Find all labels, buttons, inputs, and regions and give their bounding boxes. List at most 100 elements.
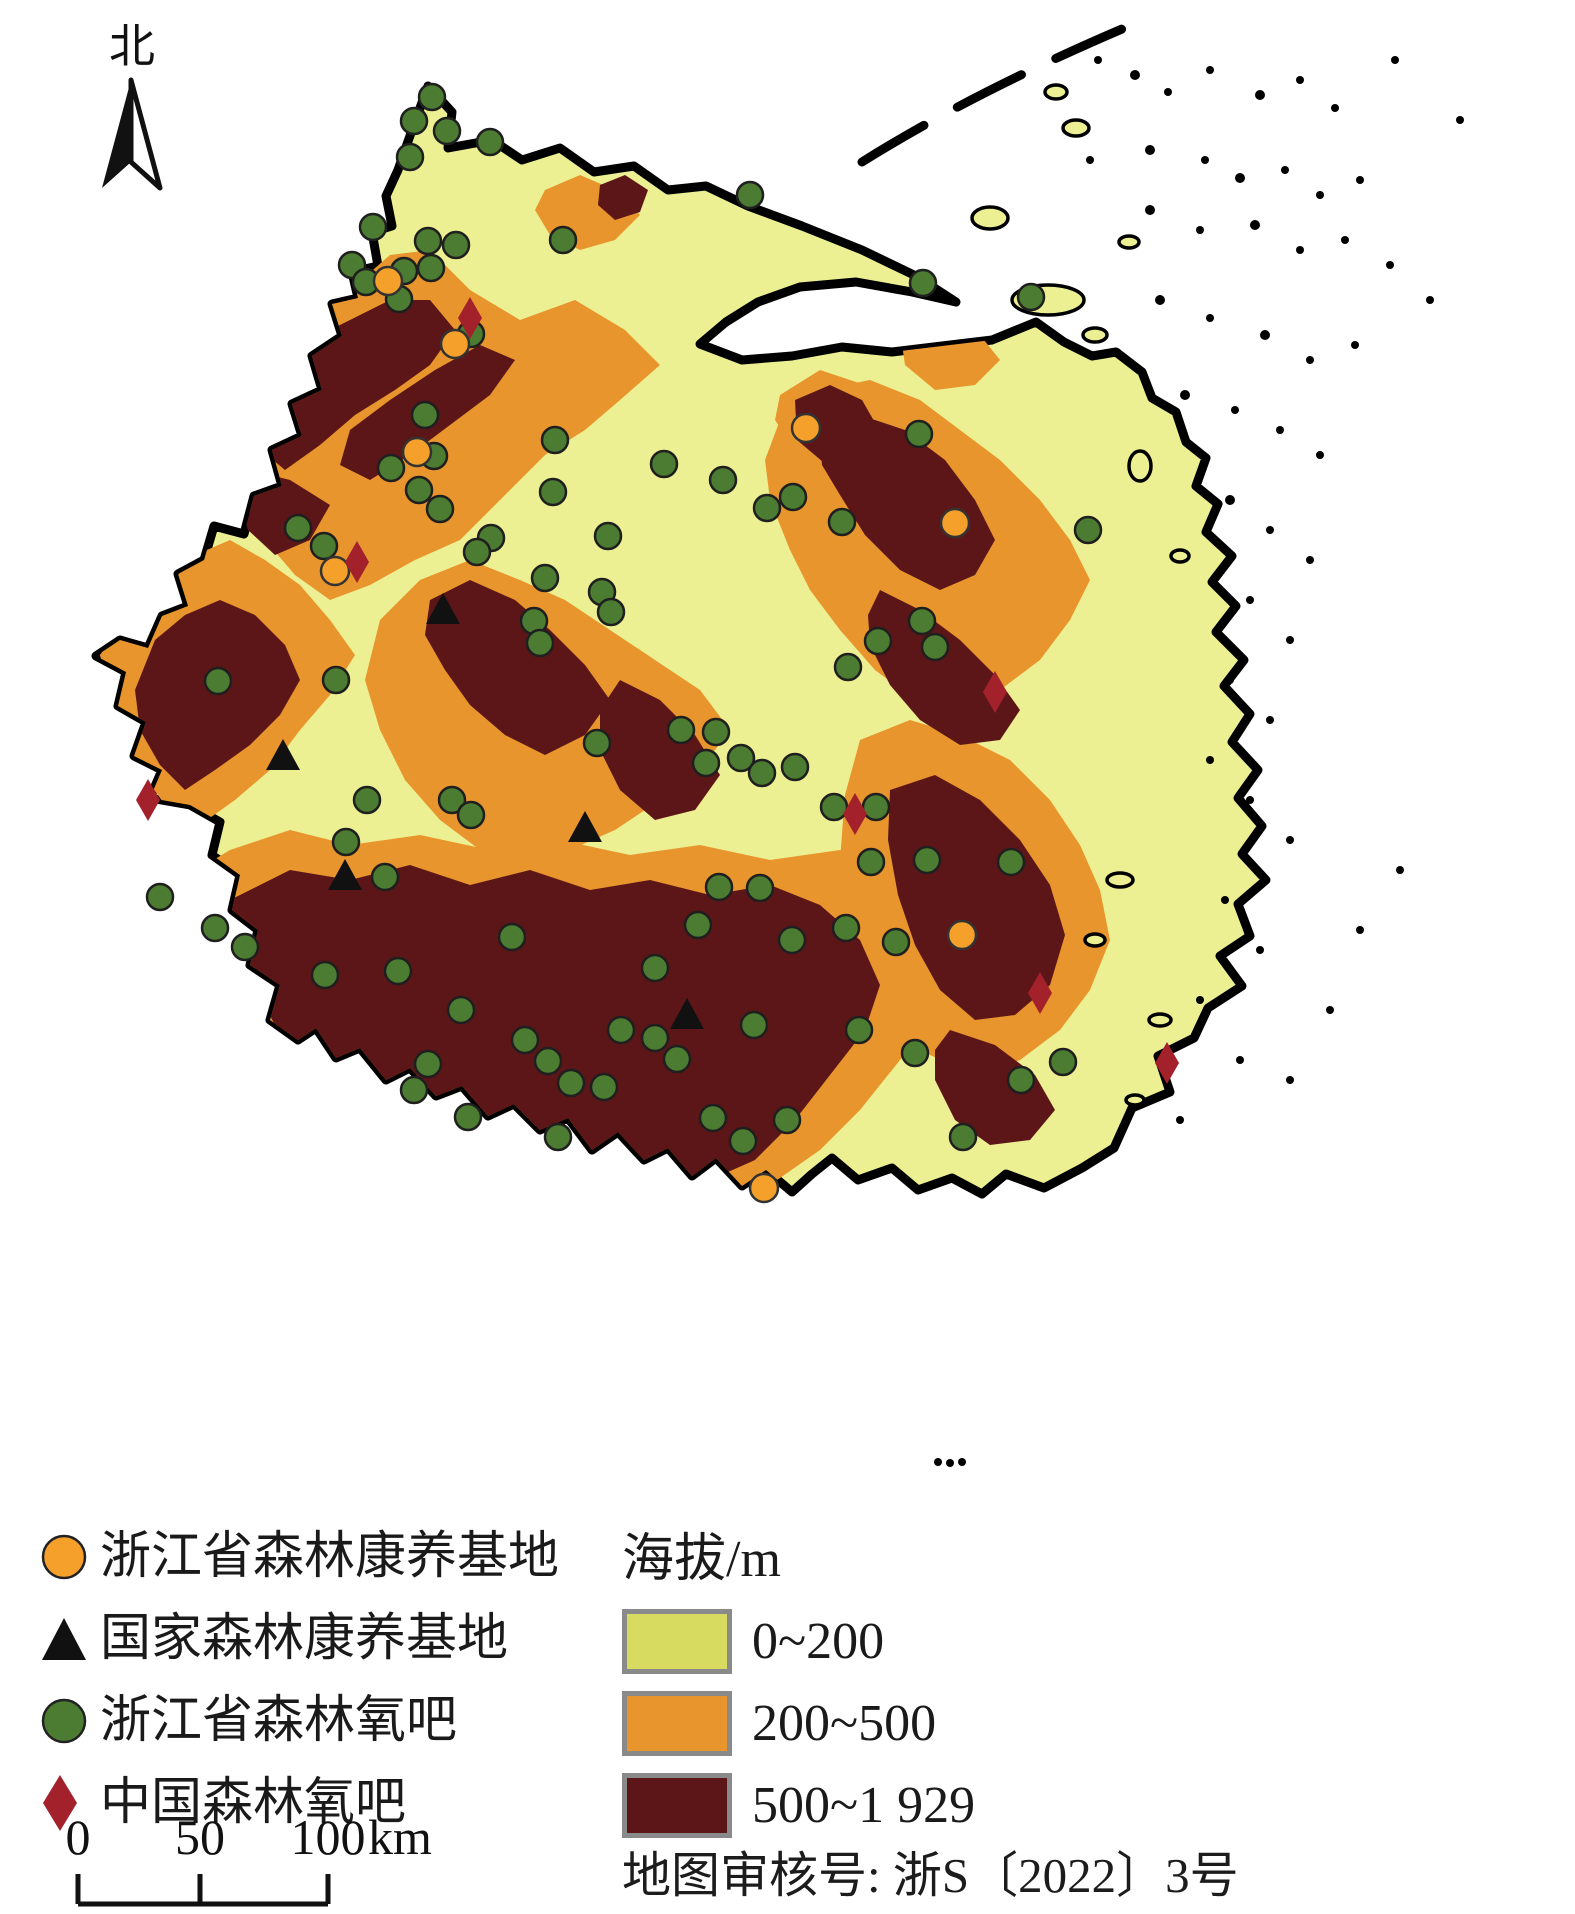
- island: [1127, 449, 1153, 483]
- islet: [1266, 716, 1274, 724]
- marker-provincial-oxygen-bar: [900, 1038, 930, 1068]
- marker-provincial-oxygen-bar: [752, 493, 782, 523]
- islet: [1164, 88, 1172, 96]
- marker-provincial-oxygen-bar: [410, 400, 440, 430]
- marker-provincial-oxygen-bar: [1048, 1047, 1078, 1077]
- dashed-sea-boundary: [857, 13, 1153, 167]
- scale-bar: 0 50 100 km: [38, 1808, 508, 1914]
- islet: [1351, 341, 1359, 349]
- legend-item-label: 中国森林氧吧: [100, 1774, 407, 1831]
- scale-tick-50: 50: [175, 1809, 225, 1865]
- marker-provincial-oxygen-bar: [819, 792, 849, 822]
- elevation-class-row: 200~500: [622, 1691, 975, 1756]
- marker-provincial-oxygen-bar: [376, 453, 406, 483]
- island: [1147, 1012, 1173, 1028]
- marker-provincial-oxygen-bar: [912, 845, 942, 875]
- north-label: 北: [109, 21, 155, 72]
- islet: [1356, 176, 1364, 184]
- islet: [1201, 156, 1209, 164]
- marker-provincial-oxygen-bar: [441, 230, 471, 260]
- islet: [1260, 330, 1270, 340]
- north-arrow-right-half: [128, 77, 163, 191]
- elevation-class-row: 500~1 929: [622, 1773, 975, 1838]
- green-circle-icon: [40, 1697, 100, 1745]
- islet: [946, 1459, 954, 1467]
- marker-provincial-oxygen-bar: [200, 913, 230, 943]
- zhejiang-elevation-map: 北: [91, 13, 1464, 1467]
- islet: [1155, 295, 1165, 305]
- red-diamond-icon: [40, 1773, 100, 1833]
- marker-provincial-oxygen-bar: [683, 910, 713, 940]
- legend-item-china-oxygen-bar: 中国森林氧吧: [40, 1762, 559, 1844]
- marker-provincial-oxygen-bar: [540, 425, 570, 455]
- islet: [1276, 426, 1284, 434]
- marker-provincial-oxygen-bar: [399, 1075, 429, 1105]
- marker-provincial-oxygen-bar: [203, 666, 233, 696]
- marker-provincial-oxygen-bar: [456, 800, 486, 830]
- marker-provincial-oxygen-bar: [399, 106, 429, 136]
- island: [1061, 118, 1091, 138]
- islet: [934, 1458, 942, 1466]
- map-approval-number: 地图审核号: 浙S〔2022〕3号: [622, 1848, 1239, 1903]
- marker-provincial-oxygen-bar: [462, 537, 492, 567]
- orange-circle-icon: [40, 1533, 100, 1581]
- marker-provincial-oxygen-bar: [726, 743, 756, 773]
- islet: [1086, 156, 1094, 164]
- marker-provincial-oxygen-bar: [948, 1122, 978, 1152]
- islet: [1235, 173, 1245, 183]
- island: [1105, 871, 1135, 889]
- islet: [1296, 76, 1304, 84]
- islet: [1145, 145, 1155, 155]
- marker-provincial-oxygen-bar: [453, 1102, 483, 1132]
- islet: [1426, 296, 1434, 304]
- marker-provincial-wellness-base: [401, 436, 433, 468]
- marker-provincial-oxygen-bar: [739, 1010, 769, 1040]
- marker-provincial-oxygen-bar: [745, 873, 775, 903]
- north-arrow-left-half: [102, 80, 131, 188]
- marker-provincial-oxygen-bar: [1073, 515, 1103, 545]
- islet: [1396, 866, 1404, 874]
- marker-provincial-oxygen-bar: [593, 521, 623, 551]
- marker-provincial-oxygen-bar: [145, 882, 175, 912]
- marker-national-wellness-base: [426, 593, 460, 624]
- legend-item-national-wellness-base: 国家森林康养基地: [40, 1598, 559, 1680]
- elevation-class-row: 0~200: [622, 1609, 975, 1674]
- elevation-legend-title: 海拔/m: [622, 1531, 781, 1588]
- marker-provincial-oxygen-bar: [404, 475, 434, 505]
- island: [1124, 1093, 1146, 1107]
- map-canvas: 北: [91, 13, 1464, 1467]
- marker-provincial-oxygen-bar: [331, 827, 361, 857]
- marker-provincial-wellness-base: [748, 1172, 780, 1204]
- island: [1043, 83, 1069, 101]
- elevation-class-label: 500~1 929: [752, 1777, 976, 1834]
- islet: [1326, 1006, 1334, 1014]
- marker-provincial-oxygen-bar: [662, 1044, 692, 1074]
- marker-provincial-oxygen-bar: [283, 513, 313, 543]
- marker-provincial-oxygen-bar: [446, 995, 476, 1025]
- scale-bar-line: [75, 1874, 331, 1907]
- marker-provincial-oxygen-bar: [413, 226, 443, 256]
- marker-provincial-oxygen-bar: [908, 268, 938, 298]
- islet: [1226, 676, 1234, 684]
- marker-provincial-oxygen-bar: [321, 665, 351, 695]
- islet: [1196, 226, 1204, 234]
- marker-provincial-oxygen-bar: [543, 1122, 573, 1152]
- marker-provincial-oxygen-bar: [844, 1015, 874, 1045]
- islet: [1130, 70, 1140, 80]
- marker-provincial-wellness-base: [439, 328, 471, 360]
- marker-provincial-oxygen-bar: [777, 925, 807, 955]
- marker-provincial-oxygen-bar: [701, 717, 731, 747]
- marker-provincial-oxygen-bar: [856, 847, 886, 877]
- marker-provincial-oxygen-bar: [413, 1049, 443, 1079]
- legend-item-label: 浙江省森林氧吧: [100, 1692, 458, 1749]
- marker-provincial-oxygen-bar: [309, 531, 339, 561]
- marker-provincial-oxygen-bar: [698, 1103, 728, 1133]
- islet: [1306, 356, 1314, 364]
- marker-provincial-oxygen-bar: [358, 212, 388, 242]
- marker-provincial-oxygen-bar: [708, 465, 738, 495]
- marker-provincial-oxygen-bar: [310, 960, 340, 990]
- islet: [1206, 314, 1214, 322]
- islet: [1196, 996, 1204, 1004]
- marker-provincial-oxygen-bar: [996, 847, 1026, 877]
- marker-provincial-wellness-base: [946, 919, 978, 951]
